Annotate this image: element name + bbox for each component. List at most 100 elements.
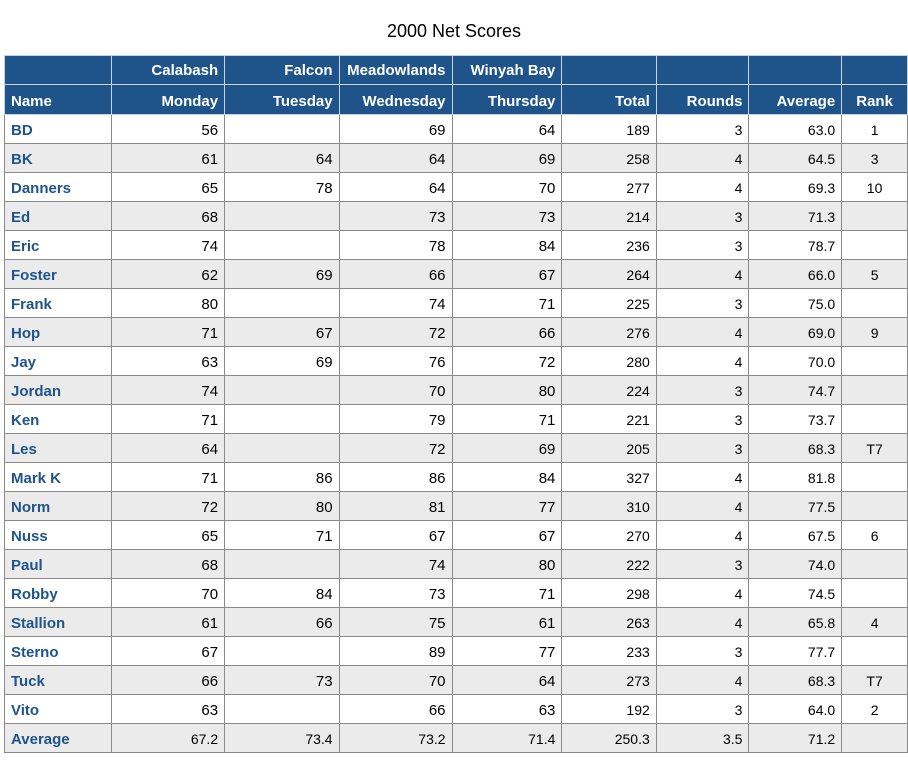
rounds-count: 4 [655, 520, 750, 550]
player-name: BD [4, 114, 112, 144]
rounds-count: 3 [655, 549, 750, 579]
thursday-score: 71.4 [451, 723, 563, 753]
player-name: Eric [4, 230, 112, 260]
wednesday-score: 72 [338, 317, 453, 347]
total-score: 222 [561, 549, 657, 579]
total-score: 225 [561, 288, 657, 318]
rank-value [841, 491, 908, 521]
column-header-average: Average [748, 84, 843, 115]
total-score: 192 [561, 694, 657, 724]
column-header-rounds: Rounds [655, 84, 750, 115]
wednesday-score: 64 [338, 172, 453, 202]
column-header-total: Total [561, 84, 657, 115]
table-row: Ken 71 79 71 221 3 73.7 [4, 404, 908, 434]
wednesday-score: 67 [338, 520, 453, 550]
rounds-count: 4 [655, 346, 750, 376]
rank-value: T7 [841, 433, 908, 463]
average-score: 71.2 [748, 723, 843, 753]
player-name: Hop [4, 317, 112, 347]
column-header-rank: Rank [841, 84, 908, 115]
rounds-count: 4 [655, 491, 750, 521]
average-score: 77.5 [748, 491, 843, 521]
thursday-score: 71 [451, 578, 563, 608]
player-name: Sterno [4, 636, 112, 666]
wednesday-score: 74 [338, 549, 453, 579]
thursday-score: 61 [451, 607, 563, 637]
wednesday-score: 73 [338, 201, 453, 231]
thursday-score: 67 [451, 520, 563, 550]
tuesday-score [224, 694, 340, 724]
table-row: Mark K 71 86 86 84 327 4 81.8 [4, 462, 908, 492]
average-score: 74.5 [748, 578, 843, 608]
wednesday-score: 66 [338, 694, 453, 724]
rounds-count: 4 [655, 172, 750, 202]
player-name: Vito [4, 694, 112, 724]
rounds-count: 3 [655, 201, 750, 231]
thursday-score: 69 [451, 433, 563, 463]
average-score: 64.5 [748, 143, 843, 173]
tuesday-score [224, 404, 340, 434]
rank-value [841, 578, 908, 608]
rank-value: 6 [841, 520, 908, 550]
rounds-count: 4 [655, 143, 750, 173]
course-header-cell: Meadowlands [338, 55, 453, 85]
total-score: 263 [561, 607, 657, 637]
table-row: BK 61 64 64 69 258 4 64.5 3 [4, 143, 908, 173]
total-score: 277 [561, 172, 657, 202]
rounds-count: 3 [655, 433, 750, 463]
tuesday-score [224, 433, 340, 463]
total-score: 214 [561, 201, 657, 231]
rank-value: T7 [841, 665, 908, 695]
monday-score: 67 [110, 636, 226, 666]
table-row: Sterno 67 89 77 233 3 77.7 [4, 636, 908, 666]
monday-score: 71 [110, 404, 226, 434]
course-header-cell [841, 55, 908, 85]
wednesday-score: 76 [338, 346, 453, 376]
monday-score: 61 [110, 607, 226, 637]
course-header-cell: Calabash [110, 55, 226, 85]
total-score: 236 [561, 230, 657, 260]
thursday-score: 72 [451, 346, 563, 376]
player-name: Average [4, 723, 112, 753]
player-name: Tuck [4, 665, 112, 695]
monday-score: 65 [110, 172, 226, 202]
rounds-count: 3 [655, 636, 750, 666]
table-row: Vito 63 66 63 192 3 64.0 2 [4, 694, 908, 724]
thursday-score: 73 [451, 201, 563, 231]
tuesday-score: 84 [224, 578, 340, 608]
monday-score: 70 [110, 578, 226, 608]
table-row: Stallion 61 66 75 61 263 4 65.8 4 [4, 607, 908, 637]
wednesday-score: 72 [338, 433, 453, 463]
thursday-score: 71 [451, 288, 563, 318]
average-score: 66.0 [748, 259, 843, 289]
rank-value: 4 [841, 607, 908, 637]
tuesday-score: 67 [224, 317, 340, 347]
course-header-row: Calabash Falcon Meadowlands Winyah Bay [4, 55, 908, 85]
thursday-score: 67 [451, 259, 563, 289]
monday-score: 63 [110, 694, 226, 724]
wednesday-score: 75 [338, 607, 453, 637]
table-row: Paul 68 74 80 222 3 74.0 [4, 549, 908, 579]
rounds-count: 4 [655, 462, 750, 492]
total-score: 205 [561, 433, 657, 463]
table-row: Danners 65 78 64 70 277 4 69.3 10 [4, 172, 908, 202]
tuesday-score [224, 230, 340, 260]
total-score: 233 [561, 636, 657, 666]
column-header-tuesday: Tuesday [224, 84, 340, 115]
player-name: Robby [4, 578, 112, 608]
average-score: 69.0 [748, 317, 843, 347]
course-header-cell [4, 55, 112, 85]
average-score: 67.5 [748, 520, 843, 550]
thursday-score: 77 [451, 491, 563, 521]
tuesday-score: 64 [224, 143, 340, 173]
table-row: Norm 72 80 81 77 310 4 77.5 [4, 491, 908, 521]
player-name: Jay [4, 346, 112, 376]
rounds-count: 3 [655, 404, 750, 434]
average-score: 73.7 [748, 404, 843, 434]
rank-value [841, 288, 908, 318]
player-name: Les [4, 433, 112, 463]
table-row: Frank 80 74 71 225 3 75.0 [4, 288, 908, 318]
column-header-row: Name Monday Tuesday Wednesday Thursday T… [4, 84, 908, 115]
total-score: 276 [561, 317, 657, 347]
rank-value [841, 549, 908, 579]
